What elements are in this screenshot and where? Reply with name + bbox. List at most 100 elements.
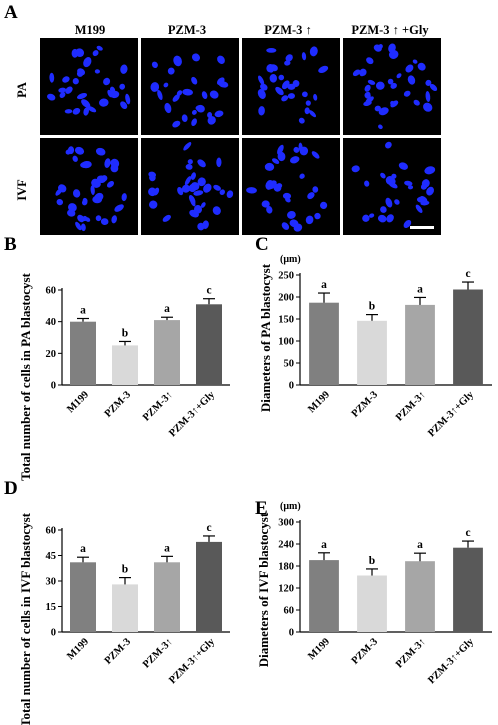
col-header-pzm3-up: PZM-3 ↑ [264,23,312,37]
nucleus [92,50,99,57]
significance-letter: b [369,555,375,567]
category-label: PZM-3↑+Gly [167,389,217,439]
y-tick-label: 120 [278,584,294,595]
significance-letter: a [321,279,327,291]
nucleus [261,200,270,208]
nucleus [318,65,329,73]
category-label: PZM-3↑+Gly [167,636,217,686]
nucleus [68,203,77,212]
nucleus [149,200,158,209]
nucleus [257,75,265,86]
nucleus [196,104,205,113]
nucleus [151,61,158,68]
panel-a-letter: A [4,2,18,23]
nucleus [314,212,321,220]
nucleus [380,206,387,213]
y-tick-label: 60 [284,606,295,617]
panel-e-unit: (μm) [280,501,301,512]
micrograph-tile [343,138,441,235]
significance-letter: b [122,564,128,576]
nucleus [172,120,181,128]
nucleus [273,183,282,192]
nucleus [378,44,383,49]
nucleus [121,193,127,202]
panel-a: A M199 PZM-3 PZM-3 ↑ PZM-3 ↑ +Gly PA IVF [4,2,441,235]
nucleus [284,60,291,66]
category-label: PZM-3↑ [394,389,428,423]
micrograph-tile [40,138,138,235]
nucleus [120,64,128,74]
nucleus [72,189,81,198]
significance-letter: a [321,539,327,551]
nucleus [72,78,79,85]
nucleus [391,173,397,179]
nucleus [201,91,208,99]
panel-c-chart: C Diameters of PA blastocyst (μm) 0 50 100… [255,234,492,439]
nucleus [74,146,85,155]
nucleus [148,171,157,178]
nucleus [275,86,284,96]
panel-d-chart: D Total number of cells in IVF blastocys… [4,478,230,725]
nucleus [301,52,307,61]
nucleus [419,196,428,204]
category-label: M199 [306,636,332,662]
nucleus [308,110,317,118]
bar [453,547,483,632]
nucleus [193,190,204,196]
nucleus [94,69,100,74]
nucleus [417,62,426,71]
nucleus [75,221,82,231]
category-label: PZM-3↑+Gly [426,636,476,686]
nucleus [148,187,157,197]
nucleus [162,214,171,222]
nucleus [298,117,305,124]
nucleus [415,204,423,213]
nucleus [266,206,273,214]
nucleus [65,86,73,94]
nucleus [191,109,197,115]
y-tick-label: 30 [46,577,57,588]
micrograph-tile [242,138,340,235]
panel-b-letter: B [4,234,17,255]
nucleus [396,73,402,79]
nucleus [425,79,432,86]
nucleus [190,199,196,207]
panel-d-ylabel: Total number of cells in IVF blastocyst [18,512,33,725]
nucleus [84,217,91,222]
nucleus [426,186,434,196]
nucleus [72,107,81,115]
nucleus [309,46,318,57]
significance-letter: a [164,303,170,315]
nucleus [429,83,438,92]
significance-letter: c [206,285,211,297]
y-tick-label: 60 [46,286,57,297]
bar [154,562,180,632]
nucleus [390,100,396,107]
category-label: PZM-3↑+Gly [426,389,476,439]
bar [309,302,339,385]
nucleus [293,146,300,153]
panel-b-chart: B Total number of cells in PA blastocyst… [4,234,230,481]
nucleus [376,81,385,90]
nucleus [104,158,111,168]
category-label: PZM-3↑ [394,636,428,670]
nucleus [304,107,310,115]
nucleus [257,89,266,99]
category-label: PZM-3 [103,636,133,666]
y-tick-label: 150 [278,315,294,326]
panel-c-ylabel: Diameters of PA blastocyst [258,263,273,412]
nucleus [388,43,396,53]
nucleus [320,201,328,209]
nucleus [287,210,296,219]
nucleus [80,223,86,232]
nucleus [277,151,286,162]
significance-letter: b [122,327,128,339]
significance-letter: a [417,283,423,295]
nucleus [364,93,371,99]
nucleus [278,74,285,81]
significance-letter: a [417,539,423,551]
nucleus [264,162,275,171]
nucleus [285,54,293,62]
nucleus [380,172,386,179]
nucleus [67,146,75,155]
